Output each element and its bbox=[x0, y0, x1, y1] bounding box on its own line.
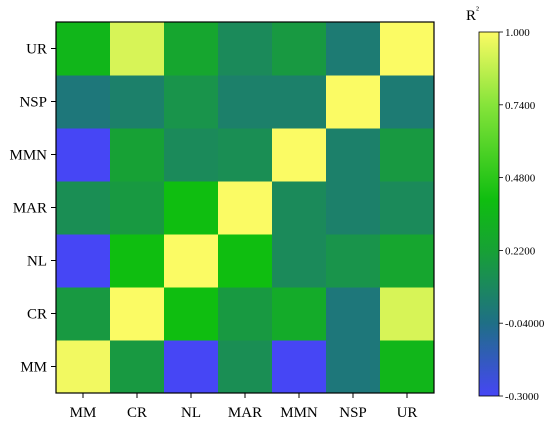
heatmap-cell-CR-MM bbox=[56, 287, 111, 341]
heatmap-cell-CR-NL bbox=[164, 287, 219, 341]
heatmap-cell-UR-NSP bbox=[326, 22, 381, 76]
heatmap-cell-NSP-NSP bbox=[326, 75, 381, 129]
y-tick-label: MAR bbox=[13, 201, 47, 217]
colorbar-tick-label: 0.2200 bbox=[505, 245, 536, 257]
heatmap-cell-MM-MM bbox=[56, 340, 111, 394]
heatmap-cell-MAR-MM bbox=[56, 181, 111, 235]
heatmap-cell-MMN-MM bbox=[56, 128, 111, 182]
heatmap-cell-NSP-MM bbox=[56, 75, 111, 129]
x-tick-label: MAR bbox=[228, 405, 262, 421]
heatmap-cell-CR-CR bbox=[110, 287, 165, 341]
y-tick-label: MM bbox=[20, 360, 47, 376]
heatmap-cell-MAR-NL bbox=[164, 181, 219, 235]
heatmap-cell-NL-NSP bbox=[326, 234, 381, 288]
heatmap-cell-MM-CR bbox=[110, 340, 165, 394]
heatmap-cell-NSP-UR bbox=[380, 75, 435, 129]
heatmap-cell-MMN-MAR bbox=[218, 128, 273, 182]
heatmap-cell-UR-CR bbox=[110, 22, 165, 76]
heatmap-cell-CR-MAR bbox=[218, 287, 273, 341]
heatmap-cell-NSP-MAR bbox=[218, 75, 273, 129]
x-axis: MM CR NL MAR MMN NSP UR bbox=[70, 393, 418, 421]
x-tick-label: MMN bbox=[280, 405, 318, 421]
heatmap-cell-NL-MM bbox=[56, 234, 111, 288]
colorbar-tick-label: 0.4800 bbox=[505, 173, 536, 185]
heatmap-cell-MM-NSP bbox=[326, 340, 381, 394]
x-tick-label: UR bbox=[397, 405, 418, 421]
heatmap-cell-MM-NL bbox=[164, 340, 219, 394]
y-tick-label: NL bbox=[27, 254, 47, 270]
heatmap-cell-MMN-CR bbox=[110, 128, 165, 182]
heatmap-cell-NSP-MMN bbox=[272, 75, 327, 129]
heatmap-cell-NL-CR bbox=[110, 234, 165, 288]
heatmap-cell-UR-MMN bbox=[272, 22, 327, 76]
heatmap-cell-MAR-MMN bbox=[272, 181, 327, 235]
heatmap-cell-UR-MAR bbox=[218, 22, 273, 76]
heatmap-cell-MM-MMN bbox=[272, 340, 327, 394]
heatmap-cell-MAR-MAR bbox=[218, 181, 273, 235]
heatmap-cell-CR-MMN bbox=[272, 287, 327, 341]
y-tick-label: NSP bbox=[19, 95, 47, 111]
heatmap-cell-MAR-NSP bbox=[326, 181, 381, 235]
colorbar-tick-label: -0.04000 bbox=[505, 318, 545, 330]
heatmap-cell-MMN-UR bbox=[380, 128, 435, 182]
heatmap-cell-NL-MMN bbox=[272, 234, 327, 288]
y-tick-label: CR bbox=[27, 307, 47, 323]
heatmap-cell-UR-NL bbox=[164, 22, 219, 76]
heatmap-cell-CR-UR bbox=[380, 287, 435, 341]
colorbar: R² 1.000 0.7400 0.4800 0.2200 -0.04000 -0.300… bbox=[466, 5, 545, 403]
heatmap-cell-NSP-CR bbox=[110, 75, 165, 129]
colorbar-tick-label: 1.000 bbox=[505, 27, 530, 39]
x-tick-label: NL bbox=[181, 405, 201, 421]
heatmap-cell-UR-UR bbox=[380, 22, 435, 76]
heatmap-cell-MM-UR bbox=[380, 340, 435, 394]
heatmap-cell-MMN-NL bbox=[164, 128, 219, 182]
heatmap-cell-NL-MAR bbox=[218, 234, 273, 288]
heatmap-cell-NL-UR bbox=[380, 234, 435, 288]
y-tick-label: UR bbox=[26, 42, 47, 58]
y-axis: MM CR NL MAR MMN NSP UR bbox=[9, 42, 56, 376]
heatmap-cell-MMN-MMN bbox=[272, 128, 327, 182]
x-tick-label: MM bbox=[70, 405, 97, 421]
colorbar-ticks: 1.000 0.7400 0.4800 0.2200 -0.04000 -0.3000 bbox=[499, 27, 545, 403]
heatmap-cell-UR-MM bbox=[56, 22, 111, 76]
y-tick-label: MMN bbox=[9, 148, 47, 164]
x-tick-label: CR bbox=[127, 405, 147, 421]
heatmap-cell-MAR-UR bbox=[380, 181, 435, 235]
colorbar-tick-label: -0.3000 bbox=[505, 391, 539, 403]
heatmap-cell-NSP-NL bbox=[164, 75, 219, 129]
heatmap-cell-MM-MAR bbox=[218, 340, 273, 394]
heatmap-cells bbox=[56, 22, 435, 394]
heatmap-cell-MAR-CR bbox=[110, 181, 165, 235]
heatmap-cell-NL-NL bbox=[164, 234, 219, 288]
colorbar-gradient bbox=[478, 31, 500, 397]
heatmap-cell-CR-NSP bbox=[326, 287, 381, 341]
heatmap-cell-MMN-NSP bbox=[326, 128, 381, 182]
x-tick-label: NSP bbox=[339, 405, 367, 421]
colorbar-title: R² bbox=[466, 5, 479, 24]
colorbar-tick-label: 0.7400 bbox=[505, 100, 536, 112]
